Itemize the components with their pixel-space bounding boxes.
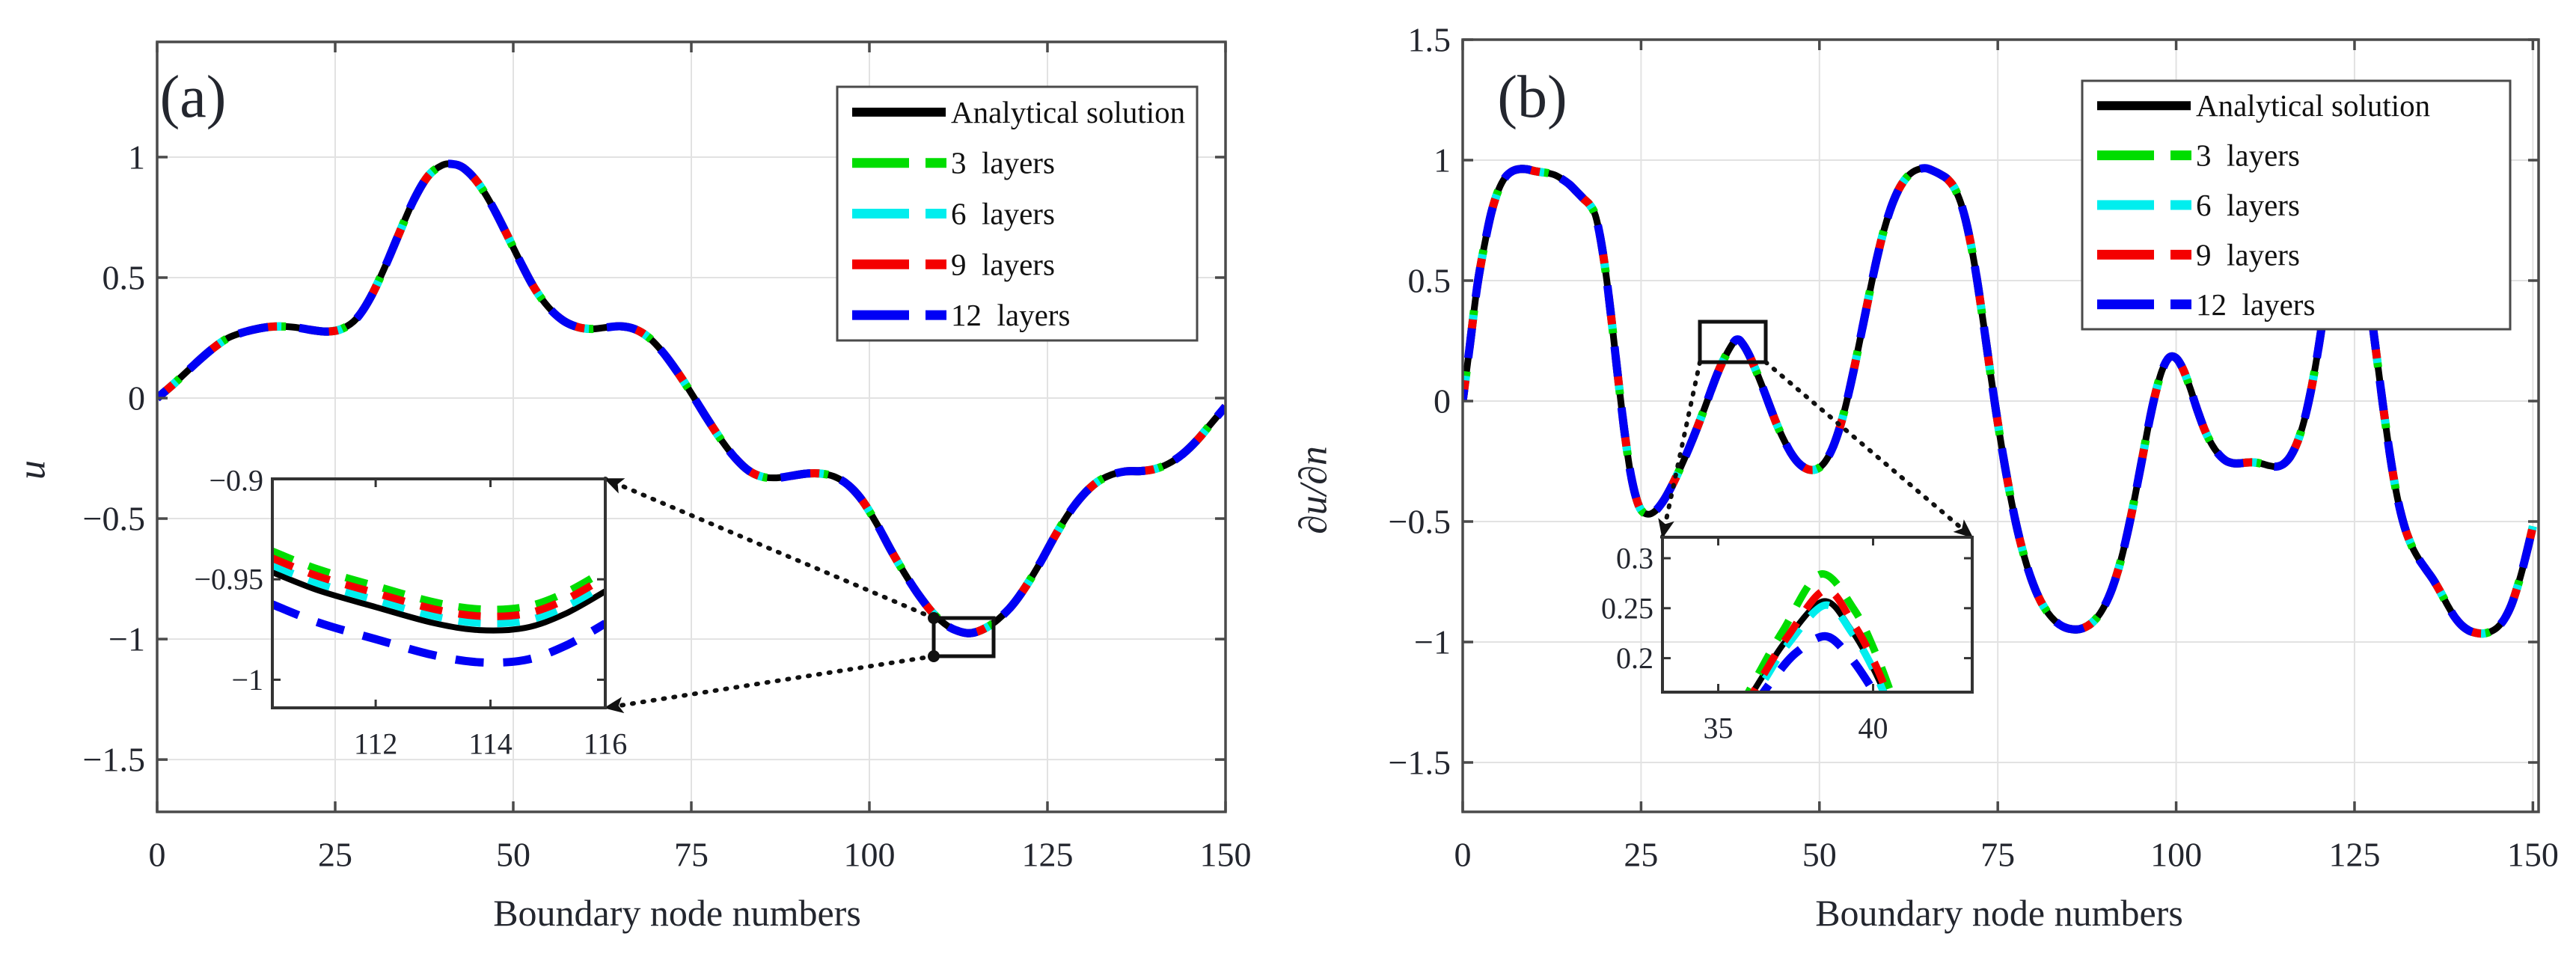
inset-curves — [1744, 570, 1895, 692]
y-tick-label: 1 — [128, 138, 145, 176]
legend-label: Analytical solution — [2196, 88, 2430, 123]
legend-label: 6 layers — [951, 197, 1055, 231]
legend-label: 9 layers — [2196, 237, 2300, 272]
x-tick-label: 25 — [1624, 836, 1658, 874]
legend-label: Analytical solution — [951, 95, 1185, 129]
legend-label: 3 layers — [2196, 138, 2300, 173]
inset-curve-analytical — [272, 569, 605, 634]
legend-label: 9 layers — [951, 247, 1055, 281]
panel-label: (b) — [1497, 64, 1567, 130]
y-tick-label: −1.5 — [1389, 743, 1451, 781]
x-tick-label: 75 — [1980, 836, 2015, 874]
x-tick-label: 125 — [1022, 836, 1074, 874]
inset-curve-9-layers — [1749, 586, 1891, 692]
y-axis-label: ∂u/∂n — [1293, 446, 1336, 534]
y-tick-label: −0.5 — [1389, 502, 1451, 540]
inset-tick-marks — [1662, 537, 1972, 692]
y-tick-label: −1 — [108, 620, 145, 658]
legend-label: 3 layers — [951, 146, 1055, 180]
x-tick-label: 0 — [149, 836, 166, 874]
y-tick-label: 0 — [128, 379, 145, 418]
x-tick-label: 25 — [318, 836, 352, 874]
zoom-callout-arrow — [603, 477, 936, 620]
callout-dot — [928, 650, 940, 662]
zoom-callout-arrow — [1658, 360, 1702, 539]
curve-12-layers — [157, 159, 1226, 638]
legend: Analytical solution 3 layers 6 layers 9 lay… — [836, 85, 1199, 342]
curve-3-layers — [1463, 164, 2537, 638]
legend-label: 12 layers — [951, 298, 1070, 332]
inset-y-tick-label: 0.3 — [1616, 542, 1653, 575]
x-tick-label: 150 — [1200, 836, 1252, 874]
tick-marks — [1461, 38, 2539, 812]
zoom-callout-arrow — [603, 654, 936, 714]
inset-y-tick-label: 0.25 — [1601, 591, 1653, 625]
x-tick-label: 100 — [2150, 836, 2202, 874]
inset-x-tick-label: 40 — [1858, 712, 1888, 745]
inset-y-tick-label: −1 — [231, 663, 263, 697]
zoom-region-rect — [1698, 320, 1768, 364]
inset-a: 112 114 116 −0.9 −0.95 −1 — [194, 464, 627, 761]
y-tick-label: −1 — [1414, 623, 1451, 661]
inset-curve-6-layers — [1752, 601, 1888, 692]
inset-curve-12-layers — [272, 600, 605, 667]
x-tick-label: 125 — [2328, 836, 2380, 874]
x-axis-label: Boundary node numbers — [493, 892, 861, 934]
curve-6-layers — [157, 159, 1226, 638]
x-tick-label: 50 — [496, 836, 530, 874]
panel-b: 0 25 50 75 100 125 150 1.5 1 0.5 0 −0.5 −1 −1.5 Bounda… — [1293, 21, 2559, 935]
legend-label: 12 layers — [2196, 287, 2315, 322]
zoom-callout-arrow — [1763, 360, 1974, 539]
panel-a: 0 25 50 75 100 125 150 1 0.5 0 −0.5 −1 −1.5 Boundary … — [11, 40, 1252, 934]
panel-label: (a) — [160, 64, 227, 130]
legend-label: 6 layers — [2196, 188, 2300, 222]
y-tick-label: 0.5 — [103, 258, 146, 296]
inset-curve-6-layers — [272, 561, 605, 628]
y-axis-label: u — [11, 460, 54, 480]
inset-curves — [272, 547, 605, 667]
x-tick-label: 0 — [1454, 836, 1472, 874]
inset-x-tick-label: 116 — [584, 727, 628, 761]
inset-curve-3-layers — [1744, 570, 1895, 692]
inset-x-tick-label: 114 — [468, 727, 513, 761]
curves — [157, 159, 1226, 638]
inset-tick-marks — [272, 477, 607, 708]
x-tick-label: 150 — [2507, 836, 2559, 874]
inset-b: 35 40 0.3 0.25 0.2 — [1601, 536, 1974, 745]
inset-y-tick-label: −0.9 — [209, 464, 263, 498]
y-tick-label: 1 — [1434, 141, 1451, 179]
x-axis-label: Boundary node numbers — [1815, 892, 2183, 934]
legend: Analytical solution 3 layers 6 layers 9 lay… — [2081, 79, 2512, 331]
tick-marks — [156, 42, 1227, 812]
axes-frame — [1461, 38, 2540, 813]
inset-curve-3-layers — [272, 547, 605, 614]
inset-y-tick-label: 0.2 — [1616, 641, 1653, 675]
y-tick-label: −0.5 — [83, 500, 145, 538]
callout-dot — [928, 612, 940, 624]
y-tick-label: −1.5 — [83, 741, 145, 779]
zoom-region-rect — [931, 616, 996, 658]
inset-x-tick-label: 35 — [1704, 712, 1734, 745]
inset-y-tick-label: −0.95 — [194, 563, 263, 596]
inset-curve-12-layers — [1758, 632, 1879, 692]
y-tick-label: 0 — [1434, 382, 1451, 420]
x-tick-label: 100 — [844, 836, 896, 874]
y-tick-label: 1.5 — [1408, 21, 1451, 59]
inset-frame — [271, 477, 607, 709]
x-tick-label: 75 — [674, 836, 709, 874]
inset-x-tick-label: 112 — [354, 727, 398, 761]
x-tick-label: 50 — [1802, 836, 1837, 874]
y-tick-label: 0.5 — [1408, 261, 1451, 299]
inset-frame — [1661, 536, 1974, 694]
inset-curve-9-layers — [272, 554, 605, 620]
